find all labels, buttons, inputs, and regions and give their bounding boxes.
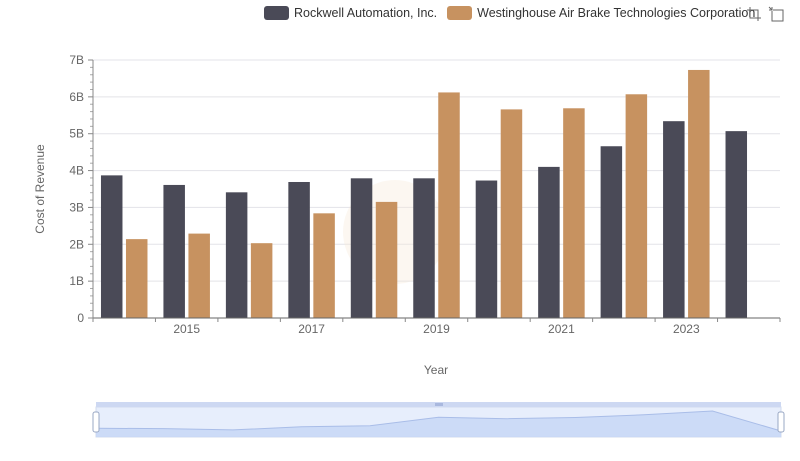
zoom-preview-line: [95, 410, 782, 432]
bar-rockwell: [413, 178, 435, 318]
y-tick-label: 7B: [69, 53, 84, 67]
bar-rockwell: [475, 180, 498, 318]
bar-westinghouse: [125, 239, 148, 318]
y-tick-label: 5B: [69, 127, 84, 141]
bar-westinghouse: [375, 201, 398, 318]
legend-swatch-westinghouse: [447, 6, 473, 20]
bar-rockwell: [350, 178, 373, 318]
y-tick-label: 0: [77, 311, 84, 325]
x-tick-label: 2015: [173, 322, 200, 336]
bar-westinghouse: [438, 92, 460, 318]
legend-label-rockwell: Rockwell Automation, Inc.: [294, 6, 438, 20]
x-tick-label: 2023: [673, 322, 700, 336]
toolbox: [746, 6, 790, 22]
bar-westinghouse: [250, 243, 273, 318]
zoom-handle-right[interactable]: [777, 411, 785, 433]
legend-label-westinghouse: Westinghouse Air Brake Technologies Corp…: [477, 6, 756, 20]
x-axis: 2015 2017 2019 2021 2023: [92, 60, 781, 336]
y-tick-label: 4B: [69, 164, 84, 178]
legend: Rockwell Automation, Inc. Westinghouse A…: [264, 4, 765, 22]
y-tick-label: 3B: [69, 200, 84, 214]
bar-rockwell: [538, 166, 560, 318]
y-tick-label: 6B: [69, 90, 84, 104]
bar-series: [100, 69, 748, 318]
zoom-preview-area: [96, 411, 781, 437]
bar-rockwell: [100, 175, 123, 318]
bar-rockwell: [725, 131, 748, 318]
x-tick-label: 2019: [423, 322, 450, 336]
zoom-grip: [435, 403, 443, 406]
y-axis: 0 1B 2B 3B 4B 5B 6B 7B: [69, 53, 93, 325]
legend-swatch-rockwell: [264, 6, 289, 20]
bar-westinghouse: [563, 108, 585, 318]
bar-westinghouse: [625, 94, 648, 318]
y-tick-label: 2B: [69, 237, 84, 251]
legend-item-westinghouse[interactable]: Westinghouse Air Brake Technologies Corp…: [447, 6, 755, 20]
y-tick-label: 1B: [69, 274, 84, 288]
bar-rockwell: [600, 146, 623, 318]
x-tick-label: 2017: [298, 322, 325, 336]
bar-rockwell: [663, 121, 685, 318]
bar-rockwell: [225, 192, 248, 318]
bar-rockwell: [288, 181, 310, 318]
bar-westinghouse: [688, 69, 710, 318]
data-zoom-slider[interactable]: [92, 402, 785, 438]
bar-rockwell: [163, 184, 185, 318]
bar-westinghouse: [500, 109, 523, 318]
x-axis-label: Year: [424, 363, 448, 377]
restore-icon[interactable]: [768, 6, 784, 22]
zoom-handle-left[interactable]: [92, 411, 100, 433]
zoom-icon[interactable]: [746, 6, 762, 22]
legend-item-rockwell[interactable]: Rockwell Automation, Inc.: [264, 6, 437, 20]
bar-westinghouse: [188, 233, 210, 318]
y-axis-label: Cost of Revenue: [33, 144, 47, 234]
x-tick-label: 2021: [548, 322, 575, 336]
bar-westinghouse: [313, 213, 335, 318]
